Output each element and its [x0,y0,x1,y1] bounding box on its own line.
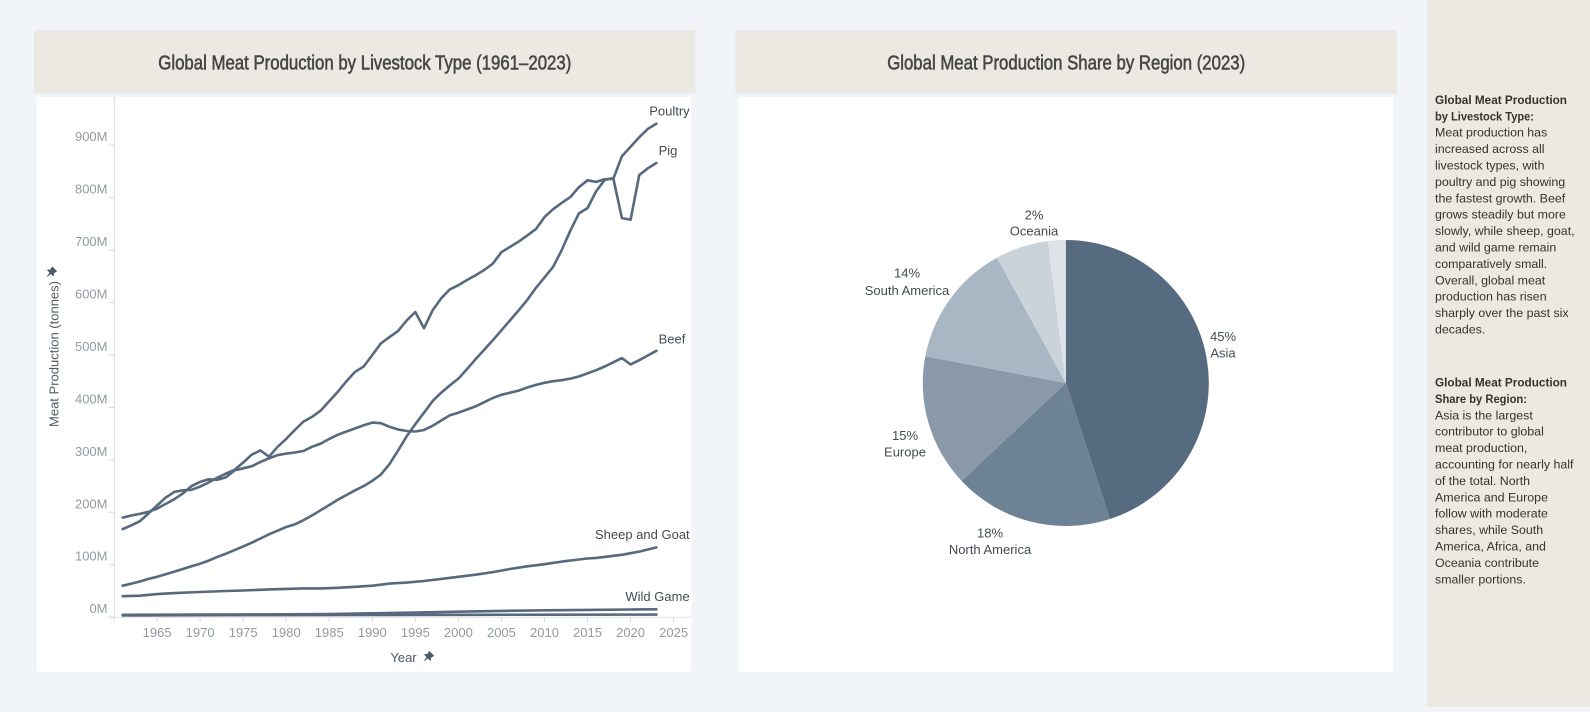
svg-text:1980: 1980 [272,625,301,640]
svg-text:2005: 2005 [487,625,516,640]
svg-text:America and Europe: America and Europe [1435,490,1548,504]
svg-text:0M: 0M [89,601,107,616]
svg-text:Poultry: Poultry [649,103,690,118]
svg-text:500M: 500M [75,339,108,354]
svg-text:follow with moderate: follow with moderate [1435,507,1548,521]
svg-text:of the total. North: of the total. North [1435,474,1530,488]
svg-text:contributor to global: contributor to global [1435,425,1544,439]
svg-text:production has risen: production has risen [1435,290,1547,304]
svg-text:300M: 300M [75,444,108,459]
svg-text:1970: 1970 [186,625,215,640]
svg-text:1975: 1975 [229,625,258,640]
svg-text:comparatively small.: comparatively small. [1435,257,1547,271]
svg-text:400M: 400M [75,391,108,406]
svg-text:Share by Region:: Share by Region: [1435,392,1527,406]
svg-text:Meat Production (tonnes): Meat Production (tonnes) [47,281,62,427]
svg-text:Beef: Beef [659,332,686,347]
svg-text:2020: 2020 [616,625,645,640]
svg-text:by Livestock Type:: by Livestock Type: [1435,109,1534,123]
svg-text:accounting for nearly half: accounting for nearly half [1435,458,1574,472]
svg-text:decades.: decades. [1435,323,1485,337]
svg-text:200M: 200M [75,496,108,511]
svg-text:2015: 2015 [573,625,602,640]
svg-text:2010: 2010 [530,625,559,640]
svg-text:grows steadily but more: grows steadily but more [1435,208,1566,222]
svg-text:slowly, while sheep, goat,: slowly, while sheep, goat, [1435,224,1575,238]
svg-text:Global Meat Production by Live: Global Meat Production by Livestock Type… [158,52,571,74]
svg-text:sharply over the past six: sharply over the past six [1435,306,1569,320]
svg-text:meat production,: meat production, [1435,441,1527,455]
svg-text:and wild game remain: and wild game remain [1435,241,1556,255]
svg-text:2025: 2025 [659,625,688,640]
svg-text:600M: 600M [75,286,108,301]
svg-text:livestock types, with: livestock types, with [1435,159,1545,173]
svg-text:increased across all: increased across all [1435,142,1545,156]
svg-text:Global Meat Production: Global Meat Production [1435,376,1567,390]
svg-text:Pig: Pig [659,143,678,158]
svg-text:poultry and pig showing: poultry and pig showing [1435,175,1565,189]
svg-text:900M: 900M [75,129,108,144]
svg-text:800M: 800M [75,182,108,197]
svg-text:14%: 14% [894,266,920,281]
svg-text:Oceania contribute: Oceania contribute [1435,556,1539,570]
svg-text:2%: 2% [1025,207,1044,222]
svg-text:1995: 1995 [401,625,430,640]
svg-text:Asia: Asia [1210,345,1236,360]
svg-text:2000: 2000 [444,625,473,640]
svg-text:18%: 18% [977,526,1003,541]
svg-text:Global Meat Production Share b: Global Meat Production Share by Region (… [887,52,1245,74]
svg-text:Meat production has: Meat production has [1435,126,1547,140]
svg-text:1990: 1990 [358,625,387,640]
svg-text:15%: 15% [892,428,918,443]
svg-text:Asia is the largest: Asia is the largest [1435,408,1533,422]
svg-text:45%: 45% [1210,329,1236,344]
svg-text:South America: South America [865,283,950,298]
svg-text:Overall, global meat: Overall, global meat [1435,273,1546,287]
svg-text:Wild Game: Wild Game [625,589,689,604]
svg-text:the fastest growth. Beef: the fastest growth. Beef [1435,191,1566,205]
svg-text:Sheep and Goat: Sheep and Goat [595,527,690,542]
svg-text:100M: 100M [75,549,108,564]
svg-text:Oceania: Oceania [1010,224,1059,239]
svg-text:shares, while South: shares, while South [1435,523,1543,537]
svg-text:1965: 1965 [143,625,172,640]
svg-text:America, Africa, and: America, Africa, and [1435,540,1546,554]
svg-text:smaller portions.: smaller portions. [1435,572,1526,586]
svg-text:North America: North America [949,542,1032,557]
svg-text:700M: 700M [75,234,108,249]
svg-text:1985: 1985 [315,625,344,640]
svg-text:Year: Year [390,650,417,665]
svg-text:Europe: Europe [884,444,926,459]
svg-text:Global Meat Production: Global Meat Production [1435,93,1567,107]
